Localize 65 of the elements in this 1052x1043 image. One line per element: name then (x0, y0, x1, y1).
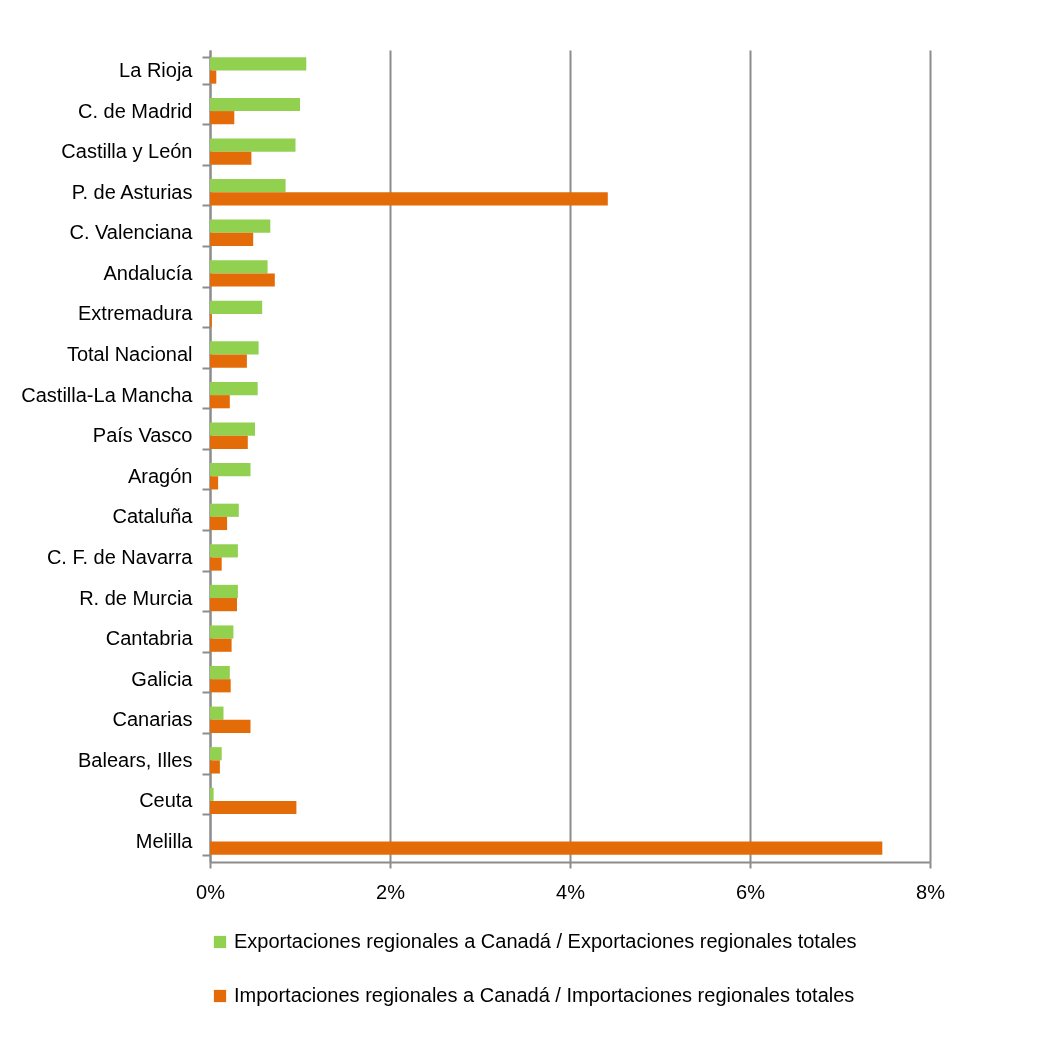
y-tick-label: P. de Asturias (71, 180, 193, 203)
bar (210, 638, 232, 652)
bar (210, 70, 217, 84)
bar (210, 138, 296, 152)
y-tick-label: Ceuta (139, 789, 194, 812)
bar (210, 151, 252, 165)
y-tick-label: La Rioja (119, 58, 194, 81)
bar (210, 57, 307, 71)
y-tick-label: Extremadura (78, 302, 194, 325)
y-tick-label: Castilla-La Mancha (21, 383, 194, 406)
bar (210, 800, 297, 815)
x-tick-label: 6% (736, 880, 766, 903)
bar (210, 463, 251, 477)
y-tick-label: Cantabria (105, 627, 194, 650)
x-tick-label: 2% (376, 880, 406, 903)
bar (210, 219, 271, 233)
bar (210, 706, 224, 720)
y-tick-label: Andalucía (103, 261, 194, 284)
bar (210, 97, 300, 112)
y-tick-label: C. de Madrid (78, 99, 193, 122)
bar (210, 503, 239, 517)
bar (210, 435, 248, 449)
y-tick-label: Total Nacional (66, 343, 193, 366)
bar (210, 341, 259, 355)
y-tick-label: Balears, Illes (78, 748, 193, 771)
y-tick-label: R. de Murcia (79, 586, 194, 609)
y-tick-label: Aragón (128, 464, 193, 487)
bar (210, 260, 268, 274)
x-tick-label: 8% (916, 880, 946, 903)
bar (210, 747, 222, 761)
bar (210, 232, 254, 246)
bar (210, 300, 263, 314)
y-tick-label: C. F. de Navarra (46, 545, 194, 568)
bar (210, 395, 230, 409)
bar (210, 476, 219, 490)
bar (210, 273, 275, 287)
x-tick-label: 4% (556, 880, 586, 903)
bar (210, 787, 214, 801)
bar (210, 516, 228, 531)
bar (210, 422, 255, 436)
y-tick-label: Galicia (131, 667, 194, 690)
bar (210, 192, 608, 206)
x-tick-label: 0% (196, 880, 226, 903)
bar (210, 354, 247, 368)
bar (210, 557, 222, 571)
bar (210, 625, 234, 639)
bar (210, 598, 237, 612)
bar (210, 111, 235, 125)
bar (210, 760, 220, 774)
y-tick-label: Canarias (112, 708, 193, 731)
y-tick-label: Castilla y León (61, 140, 193, 163)
bar (210, 666, 230, 680)
y-tick-label: C. Valenciana (69, 221, 194, 244)
bar (210, 679, 231, 693)
y-tick-label: Melilla (135, 830, 194, 853)
bar (210, 179, 286, 193)
y-tick-label: País Vasco (92, 424, 193, 447)
bar (210, 719, 251, 733)
legend-label: Exportaciones regionales a Canadá / Exportaciones regionales totales (234, 930, 857, 952)
bar (210, 381, 258, 396)
bar (210, 841, 883, 855)
bar (210, 584, 238, 599)
y-tick-label: Cataluña (112, 505, 194, 528)
bar (210, 544, 238, 558)
legend-label: Importaciones regionales a Canadá / Importaciones regionales totales (234, 984, 855, 1006)
